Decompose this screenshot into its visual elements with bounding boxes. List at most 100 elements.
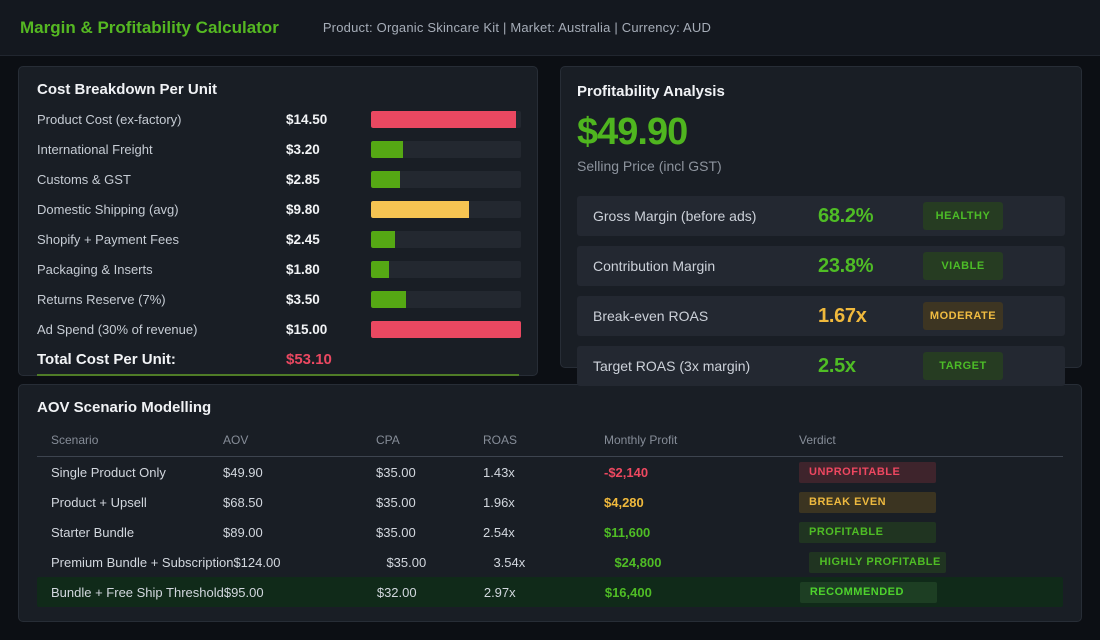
status-badge: VIABLE (923, 252, 1003, 280)
cost-item-value: $3.50 (286, 291, 320, 307)
col-verdict: Verdict (799, 433, 836, 447)
cost-row: Product Cost (ex-factory) $14.50 (37, 104, 521, 134)
cost-bar-track (371, 290, 521, 308)
cost-item-value: $15.00 (286, 321, 328, 337)
cell-scenario: Single Product Only (51, 464, 166, 480)
cost-bar-fill (371, 290, 406, 308)
metric-list: Gross Margin (before ads) 68.2% HEALTHY … (577, 196, 1065, 386)
cell-aov: $124.00 (233, 554, 281, 570)
cost-row: Shopify + Payment Fees $2.45 (37, 224, 521, 254)
metric-value: 23.8% (818, 254, 874, 277)
cost-bar-track (371, 320, 521, 338)
cost-row: Domestic Shipping (avg) $9.80 (37, 194, 521, 224)
cell-cpa: $35.00 (376, 494, 416, 510)
col-cpa: CPA (376, 433, 400, 447)
cost-bar-track (371, 170, 521, 188)
cost-item-value: $9.80 (286, 201, 320, 217)
cost-bar-track (371, 140, 521, 158)
cost-bar-fill (371, 260, 389, 278)
cell-verdict: UNPROFITABLE (799, 461, 1063, 483)
cost-total-label: Total Cost Per Unit: (37, 350, 176, 368)
col-monthly-profit: Monthly Profit (604, 433, 678, 447)
cell-roas: 3.54x (493, 554, 526, 570)
cell-verdict: HIGHLY PROFITABLE (809, 551, 1063, 573)
product-market-currency-meta: Product: Organic Skincare Kit | Market: … (322, 20, 712, 35)
cell-monthly-profit: -$2,140 (604, 464, 649, 480)
metric-value: 1.67x (818, 304, 867, 327)
table-row[interactable]: Bundle + Free Ship Threshold $95.00 $32.… (37, 577, 1063, 607)
cost-item-label: Ad Spend (30% of revenue) (37, 321, 198, 337)
cell-verdict: PROFITABLE (799, 521, 1063, 543)
cost-panel-title: Cost Breakdown Per Unit (37, 81, 218, 98)
cost-bar-track (371, 260, 521, 278)
cost-bar-fill (371, 170, 400, 188)
cost-breakdown-panel: Cost Breakdown Per Unit Product Cost (ex… (18, 66, 538, 376)
metric-row: Break-even ROAS 1.67x MODERATE (577, 296, 1065, 336)
verdict-badge: HIGHLY PROFITABLE (809, 551, 947, 573)
table-row[interactable]: Premium Bundle + Subscription $124.00 $3… (37, 547, 1063, 577)
scenario-table-header: Scenario AOV CPA ROAS Monthly Profit Ver… (37, 428, 1063, 452)
col-scenario: Scenario (51, 433, 99, 447)
metric-row: Contribution Margin 23.8% VIABLE (577, 246, 1065, 286)
scenario-panel-title: AOV Scenario Modelling (37, 399, 212, 416)
cost-bar-fill (371, 140, 403, 158)
status-badge: TARGET (923, 352, 1003, 380)
verdict-badge: BREAK EVEN (799, 491, 936, 513)
cost-list: Product Cost (ex-factory) $14.50 Interna… (37, 104, 521, 344)
verdict-badge: PROFITABLE (799, 521, 936, 543)
verdict-badge: RECOMMENDED (799, 581, 937, 603)
cell-aov: $89.00 (223, 524, 263, 540)
cell-verdict: RECOMMENDED (799, 581, 1063, 603)
cost-item-label: Returns Reserve (7%) (37, 291, 166, 307)
cost-bar-fill (371, 230, 396, 248)
cost-item-label: Customs & GST (37, 171, 131, 187)
col-roas: ROAS (483, 433, 518, 447)
table-header-divider (37, 456, 1063, 457)
metric-row: Target ROAS (3x margin) 2.5x TARGET (577, 346, 1065, 386)
cost-row: Customs & GST $2.85 (37, 164, 521, 194)
cost-row: Packaging & Inserts $1.80 (37, 254, 521, 284)
aov-scenario-panel: AOV Scenario Modelling Scenario AOV CPA … (18, 384, 1082, 622)
cell-aov: $49.90 (223, 464, 263, 480)
profit-panel-title: Profitability Analysis (577, 83, 725, 100)
selling-price-value: $49.90 (577, 111, 688, 153)
cost-row: International Freight $3.20 (37, 134, 521, 164)
table-row[interactable]: Starter Bundle $89.00 $35.00 2.54x $11,6… (37, 517, 1063, 547)
page-title: Margin & Profitability Calculator (20, 17, 279, 37)
cost-total-row: Total Cost Per Unit: $53.10 (37, 350, 519, 376)
cost-item-label: Domestic Shipping (avg) (37, 201, 179, 217)
metric-value: 68.2% (818, 204, 874, 227)
cell-scenario: Product + Upsell (51, 494, 147, 510)
cost-item-label: Shopify + Payment Fees (37, 231, 179, 247)
cell-cpa: $32.00 (376, 584, 417, 600)
cost-row: Returns Reserve (7%) $3.50 (37, 284, 521, 314)
cell-cpa: $35.00 (376, 464, 416, 480)
status-badge: HEALTHY (923, 202, 1003, 230)
cell-monthly-profit: $4,280 (604, 494, 644, 510)
status-badge: MODERATE (923, 302, 1003, 330)
cost-item-value: $2.85 (286, 171, 320, 187)
cell-roas: 1.43x (483, 464, 515, 480)
metric-label: Target ROAS (3x margin) (593, 358, 751, 374)
app-header: Margin & Profitability Calculator Produc… (0, 0, 1100, 56)
cost-total-value: $53.10 (286, 350, 332, 368)
cost-item-value: $3.20 (286, 141, 320, 157)
cell-aov: $95.00 (223, 584, 264, 600)
metric-row: Gross Margin (before ads) 68.2% HEALTHY (577, 196, 1065, 236)
cost-bar-track (371, 230, 521, 248)
cost-item-value: $1.80 (286, 261, 320, 277)
cell-aov: $68.50 (223, 494, 263, 510)
metric-label: Break-even ROAS (593, 308, 709, 324)
table-row[interactable]: Product + Upsell $68.50 $35.00 1.96x $4,… (37, 487, 1063, 517)
cell-roas: 1.96x (483, 494, 515, 510)
metric-label: Gross Margin (before ads) (593, 208, 757, 224)
cell-monthly-profit: $16,400 (604, 584, 652, 600)
scenario-table-body: Single Product Only $49.90 $35.00 1.43x … (37, 457, 1063, 607)
cost-bar-fill (371, 320, 521, 338)
cost-item-label: Product Cost (ex-factory) (37, 111, 182, 127)
col-aov: AOV (223, 433, 249, 447)
cost-item-value: $14.50 (286, 111, 328, 127)
cell-monthly-profit: $24,800 (614, 554, 662, 570)
table-row[interactable]: Single Product Only $49.90 $35.00 1.43x … (37, 457, 1063, 487)
verdict-badge: UNPROFITABLE (799, 461, 936, 483)
